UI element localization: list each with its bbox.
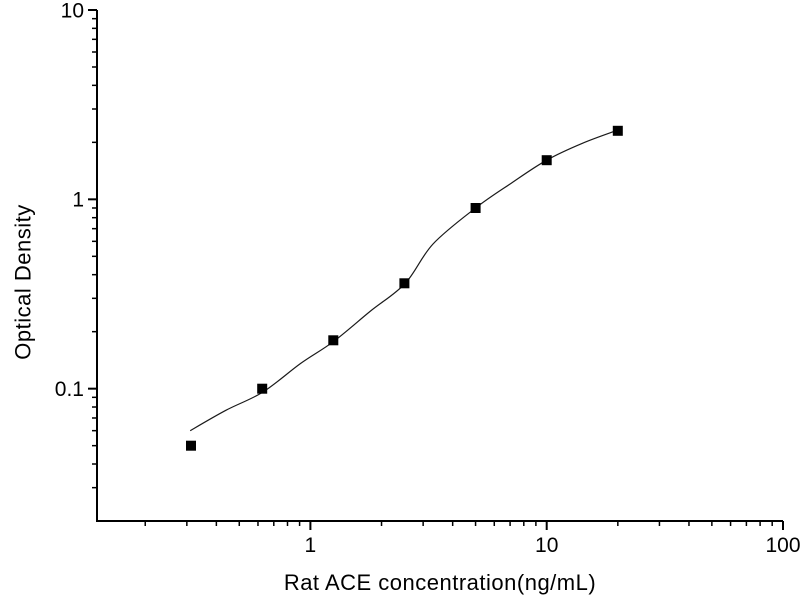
data-point-marker [328, 335, 339, 346]
x-tick-label: 100 [765, 534, 800, 557]
x-tick-label: 1 [305, 534, 317, 557]
data-point-marker [257, 383, 268, 394]
y-tick-label: 10 [61, 0, 84, 22]
data-point-marker [470, 203, 481, 213]
x-tick-label: 10 [535, 534, 558, 557]
y-tick-label: 1 [72, 189, 84, 212]
y-axis-title: Optical Density [10, 204, 36, 360]
data-point-marker [612, 125, 623, 136]
data-point-marker [399, 278, 410, 289]
axes-spine [96, 10, 783, 522]
x-axis-title: Rat ACE concentration(ng/mL) [283, 570, 597, 595]
data-point-marker [186, 440, 196, 451]
data-point-marker [541, 155, 552, 166]
y-tick-label: 0.1 [55, 378, 84, 401]
